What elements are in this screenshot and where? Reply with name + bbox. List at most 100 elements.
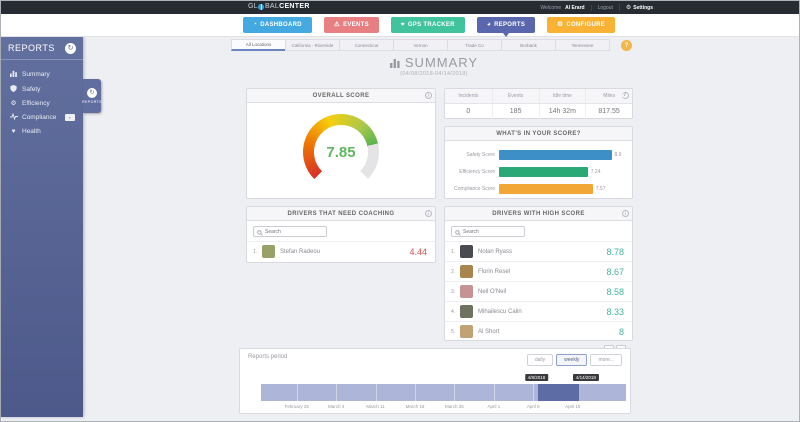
driver-avatar bbox=[460, 325, 473, 338]
help-button[interactable]: ? bbox=[621, 40, 632, 51]
logout-link[interactable]: Logout bbox=[590, 4, 619, 11]
configure-gear-icon: ⚙ bbox=[557, 21, 564, 28]
pulse-icon bbox=[9, 112, 18, 122]
content-area: All Locations California - Riverside Con… bbox=[1, 37, 799, 421]
info-icon[interactable]: i bbox=[622, 210, 629, 217]
driver-score: 8.78 bbox=[606, 246, 624, 257]
more-button[interactable]: more... bbox=[590, 354, 622, 366]
bar-chart-icon bbox=[9, 70, 18, 79]
topbar-user-area: Welcome Al Erard Logout ⚙ Settings bbox=[534, 1, 659, 14]
sidebar-collapse-handle[interactable]: ↻ REPORTS bbox=[82, 79, 101, 113]
nav-gps-tracker-button[interactable]: ⌖ GPS TRACKER bbox=[390, 17, 465, 33]
heart-icon: ♥ bbox=[11, 128, 16, 135]
overall-score-title: OVERALL SCORE bbox=[312, 92, 370, 99]
nav-configure-button[interactable]: ⚙ CONFIGURE bbox=[547, 17, 616, 33]
nav-dashboard-button[interactable]: ◔ DASHBOARD bbox=[242, 17, 312, 33]
logo-text-bal: BAL bbox=[264, 3, 280, 10]
driver-name: Nolan Ryass bbox=[478, 248, 513, 255]
tab-location-6[interactable]: Burbank bbox=[501, 39, 556, 51]
high-score-search[interactable] bbox=[451, 226, 525, 237]
timeline-gridline bbox=[296, 384, 298, 401]
period-buttons: daily weekly more... bbox=[526, 354, 622, 366]
sidebar-item-safety[interactable]: Safety bbox=[1, 82, 83, 97]
efficiency-score-bar bbox=[499, 167, 588, 177]
driver-score: 8.67 bbox=[606, 266, 624, 277]
tab-location-3[interactable]: Connecticut bbox=[339, 39, 394, 51]
score-breakdown-panel: WHAT'S IN YOUR SCORE? Safety Score 8.9 E… bbox=[444, 126, 633, 199]
info-icon[interactable]: i bbox=[425, 210, 432, 217]
overall-score-value: 7.85 bbox=[326, 143, 356, 161]
top-bar: GL BAL CENTER Welcome Al Erard Logout ⚙ Se… bbox=[1, 1, 799, 14]
daily-button[interactable]: daily bbox=[526, 354, 554, 366]
refresh-icon[interactable]: ↻ bbox=[65, 42, 76, 54]
timeline-gridline bbox=[336, 384, 338, 401]
high-score-row[interactable]: 4. Mihailescu Calin 8.33 bbox=[445, 301, 632, 321]
coaching-row[interactable]: 1. Stefan Radeou 4.44 bbox=[247, 241, 435, 261]
info-icon[interactable]: i bbox=[622, 92, 629, 99]
nav-reports-button[interactable]: ◕ REPORTS bbox=[476, 17, 536, 37]
safety-score-bar bbox=[499, 150, 612, 160]
driver-avatar bbox=[460, 265, 473, 278]
stats-value-incidents: 0 bbox=[466, 108, 471, 115]
high-score-row[interactable]: 5. Al Short 8 bbox=[445, 321, 632, 341]
timeline-gridline bbox=[533, 384, 535, 401]
stats-value-miles: 817.55 bbox=[585, 104, 632, 119]
stats-header-incidents: Incidents bbox=[458, 93, 479, 99]
coaching-title: DRIVERS THAT NEED COACHING bbox=[287, 210, 395, 217]
driver-avatar bbox=[460, 245, 473, 258]
shield-icon bbox=[9, 85, 18, 94]
tab-location-5[interactable]: Trade Co bbox=[447, 39, 502, 51]
tab-all-locations[interactable]: All Locations bbox=[231, 39, 286, 51]
search-icon bbox=[257, 223, 263, 241]
driver-score: 4.44 bbox=[409, 246, 427, 257]
period-timeline[interactable]: 4/8/2018 4/14/2018 bbox=[261, 374, 626, 401]
safety-score-bar-row: Safety Score 8.9 bbox=[466, 150, 622, 160]
driver-name: Neil O'Neil bbox=[478, 288, 507, 295]
weekly-button[interactable]: weekly bbox=[556, 354, 588, 366]
stats-table: Incidents Events Idle time Miles i 0 185… bbox=[444, 88, 633, 119]
sidebar-item-efficiency[interactable]: ⚙ Efficiency bbox=[10, 100, 50, 107]
search-icon bbox=[455, 223, 461, 241]
driver-name: Al Short bbox=[478, 328, 500, 335]
info-icon[interactable]: i bbox=[425, 92, 432, 99]
stats-header-idle-time: Idle time bbox=[538, 89, 586, 103]
logo-text-center: CENTER bbox=[279, 3, 310, 10]
compliance-badge[interactable]: ▪ bbox=[65, 114, 75, 121]
tab-location-4[interactable]: Vernon bbox=[393, 39, 448, 51]
coaching-panel: DRIVERS THAT NEED COACHING i 1. Stefan R… bbox=[246, 206, 436, 263]
compliance-score-bar-row: Compliance Score 7.57 bbox=[454, 184, 606, 194]
settings-link[interactable]: ⚙ Settings bbox=[618, 4, 659, 11]
high-score-row[interactable]: 2. Florin Resel 8.67 bbox=[445, 261, 632, 281]
warning-icon: ⚠ bbox=[333, 21, 341, 28]
sidebar-item-health[interactable]: ♥ Health bbox=[1, 125, 83, 138]
location-tabs: All Locations California - Riverside Con… bbox=[231, 39, 610, 51]
sidebar-title: REPORTS bbox=[8, 43, 55, 53]
user-name: Al Erard bbox=[565, 4, 585, 11]
driver-score: 8.58 bbox=[606, 286, 624, 297]
dashboard-gauge-icon: ◔ bbox=[252, 21, 258, 28]
page-header: SUMMARY (04/08/2018-04/14/2018) bbox=[232, 55, 636, 77]
high-score-row[interactable]: 3. Neil O'Neil 8.58 bbox=[445, 281, 632, 301]
driver-avatar bbox=[460, 285, 473, 298]
tab-location-2[interactable]: California - Riverside bbox=[285, 39, 340, 51]
sidebar-item-summary[interactable]: Summary bbox=[1, 67, 83, 82]
driver-avatar bbox=[460, 305, 473, 318]
coaching-search[interactable] bbox=[253, 226, 327, 237]
efficiency-score-bar-row: Efficiency Score 7.24 bbox=[459, 167, 601, 177]
driver-avatar bbox=[262, 245, 275, 258]
overall-score-panel: OVERALL SCORE i 7.85 bbox=[246, 88, 436, 199]
selected-range[interactable] bbox=[537, 384, 580, 401]
stats-header-miles: Miles bbox=[585, 89, 632, 103]
reports-period-panel: Reports period daily weekly more... 4/8/… bbox=[239, 348, 631, 414]
search-input[interactable] bbox=[265, 228, 323, 235]
tab-location-7[interactable]: Tennessee bbox=[555, 39, 610, 51]
sidebar-item-compliance[interactable]: Compliance ▪ bbox=[1, 110, 83, 125]
high-score-title: DRIVERS WITH HIGH SCORE bbox=[492, 210, 585, 217]
nav-events-button[interactable]: ⚠ EVENTS bbox=[323, 17, 379, 33]
welcome-text: Welcome Al Erard bbox=[540, 4, 585, 11]
logo-text-gl: GL bbox=[248, 3, 258, 10]
overall-score-gauge: 7.85 bbox=[303, 114, 379, 190]
high-score-row[interactable]: 1. Nolan Ryass 8.78 bbox=[445, 241, 632, 261]
refresh-icon: ↻ bbox=[87, 88, 97, 98]
search-input[interactable] bbox=[463, 228, 521, 235]
